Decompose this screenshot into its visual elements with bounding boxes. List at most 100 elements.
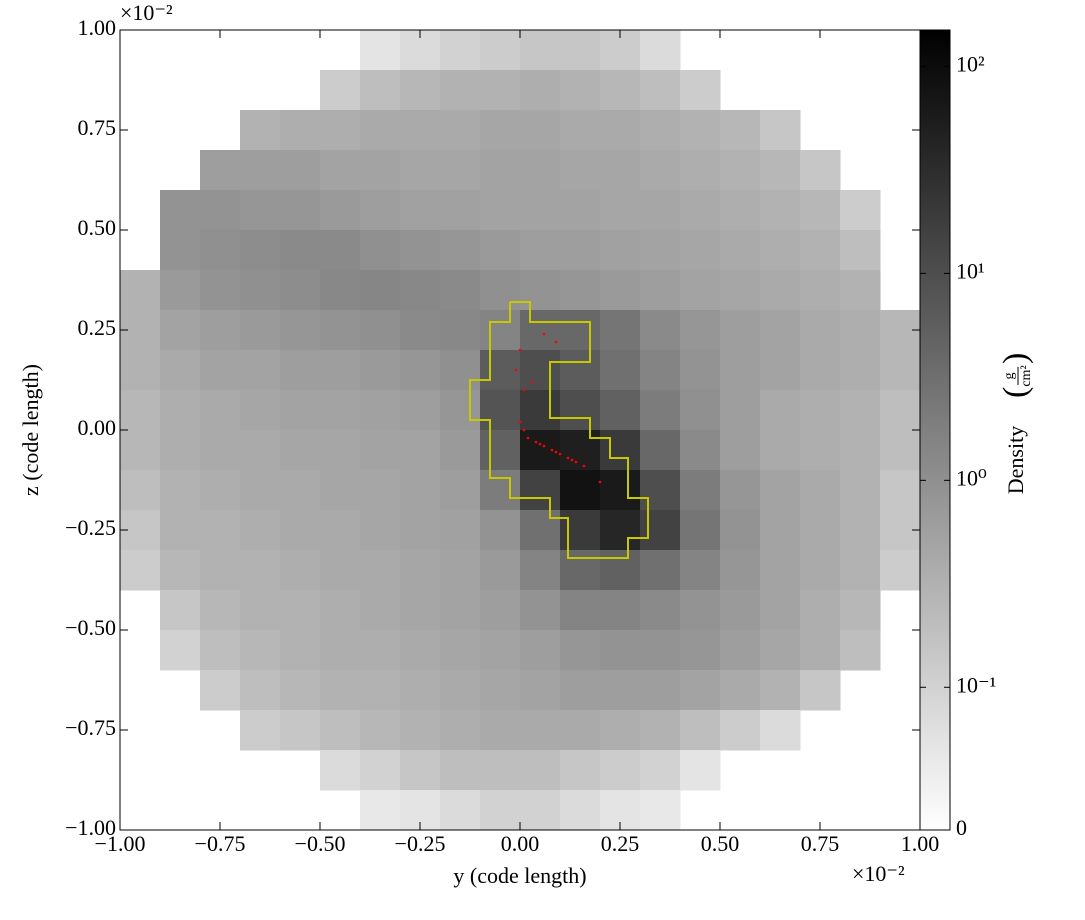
cell [720,350,761,391]
cell [880,470,921,511]
cell [200,470,241,511]
cell [240,710,281,751]
cell [640,30,681,71]
cell [320,710,361,751]
y-tick-label: 0.50 [78,215,117,240]
cell [680,430,721,471]
cell [640,790,681,831]
cell [560,430,601,471]
cell [560,670,601,711]
cell [600,750,641,791]
cell [440,550,481,591]
cell [560,710,601,751]
particle [550,448,554,452]
cell [400,310,441,351]
cell [480,430,521,471]
cell [360,470,401,511]
cell [360,590,401,631]
cell [240,350,281,391]
cell [720,110,761,151]
cell [200,670,241,711]
cell [600,190,641,231]
cell [600,70,641,111]
cell [280,390,321,431]
cell [200,190,241,231]
cell [520,190,561,231]
cell [240,470,281,511]
cell [560,190,601,231]
cell [200,510,241,551]
cell [240,670,281,711]
cell [280,510,321,551]
x-tick-label: −1.00 [95,831,146,856]
cell [160,630,201,671]
cell [600,350,641,391]
cell [280,550,321,591]
cell [720,590,761,631]
particle [518,420,522,424]
cell [760,670,801,711]
paren: ) [997,353,1034,364]
cell [240,430,281,471]
cell [320,230,361,271]
cell [640,550,681,591]
cell [600,110,641,151]
cell [680,470,721,511]
cell [280,150,321,191]
cell [400,590,441,631]
cell [520,510,561,551]
cell [120,430,161,471]
unit-den: cm² [1019,365,1034,386]
cell [400,270,441,311]
cell [800,270,841,311]
x-tick-label: 0.75 [801,831,840,856]
colorbar-label: Density ( g cm² ) [997,353,1034,495]
cell [280,310,321,351]
cell [320,190,361,231]
x-tick-label: 0.25 [601,831,640,856]
x-tick-label: 0.50 [701,831,740,856]
cell [480,710,521,751]
cell [520,350,561,391]
colorbar [919,29,951,831]
cell [680,390,721,431]
cell [200,350,241,391]
cell [800,550,841,591]
cell [760,190,801,231]
cell [560,70,601,111]
cell [400,350,441,391]
cell [600,150,641,191]
cell [200,230,241,271]
cell [440,70,481,111]
cell [240,590,281,631]
cell [360,230,401,271]
cell [800,590,841,631]
cell [560,510,601,551]
y-tick-label: −0.50 [65,615,116,640]
cell [440,190,481,231]
cell [400,70,441,111]
cell [800,470,841,511]
cell [160,230,201,271]
cell [360,110,401,151]
cell [320,350,361,391]
cell [200,630,241,671]
cell [200,270,241,311]
cell [400,430,441,471]
cell [680,310,721,351]
cell [800,390,841,431]
cell [560,750,601,791]
cell [280,350,321,391]
cell [200,550,241,591]
cell [280,590,321,631]
contour [469,301,649,559]
cell [800,430,841,471]
cell [240,550,281,591]
cell [400,750,441,791]
cell [720,150,761,191]
cell [360,190,401,231]
cell [320,550,361,591]
cell [440,150,481,191]
particle [526,436,530,440]
